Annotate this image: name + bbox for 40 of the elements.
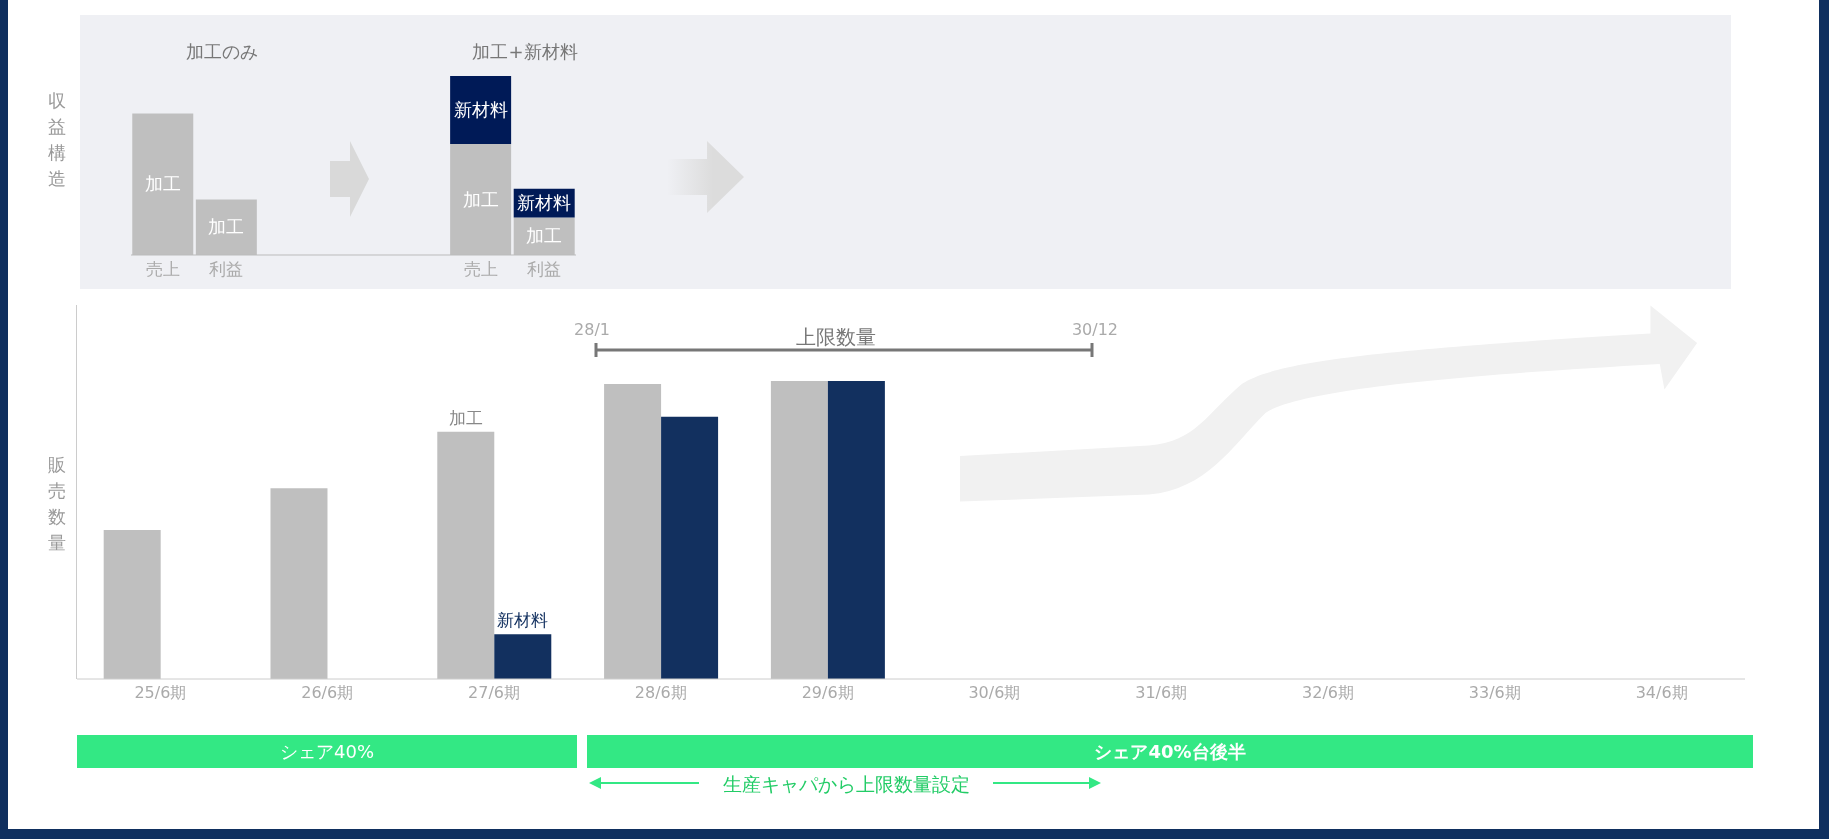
x-tick-label: 31/6期: [1135, 683, 1188, 703]
text: シェア40%台後半: [587, 735, 1753, 768]
text: 新材料: [453, 99, 508, 121]
text: 28/1: [573, 320, 611, 339]
bar: [494, 634, 552, 679]
text: シェア40%: [77, 735, 577, 768]
text: 加工: [208, 216, 245, 238]
x-tick-label: 利益: [527, 259, 562, 280]
x-tick-label: 25/6期: [134, 683, 187, 703]
x-tick-label: 34/6期: [1635, 683, 1688, 703]
text: 上限数量: [795, 324, 877, 351]
text: 加工+新材料: [471, 40, 579, 64]
series-label: 加工: [526, 225, 563, 247]
bar: [827, 381, 885, 679]
x-tick-label: 30/6期: [968, 683, 1021, 703]
x-tick-label: 29/6期: [801, 683, 854, 703]
bar: [103, 530, 161, 679]
y-axis-title: 収益構造: [48, 89, 67, 191]
x-tick-label: 26/6期: [301, 683, 354, 703]
bar: [661, 416, 719, 679]
x-tick-label: 利益: [209, 259, 244, 280]
bar: [770, 381, 828, 679]
x-tick-label: 28/6期: [634, 683, 687, 703]
text: 加工のみ: [185, 40, 259, 64]
text: 加工: [462, 188, 499, 210]
y-axis-title: 販売数量: [48, 453, 67, 555]
x-tick-label: 33/6期: [1468, 683, 1521, 703]
bar: [270, 488, 328, 679]
bar: [604, 383, 662, 679]
text: 生産キャパから上限数量設定: [721, 772, 971, 797]
x-tick-label: 27/6期: [468, 683, 520, 703]
text: 加工: [144, 173, 181, 195]
series-label: 新材料: [517, 192, 572, 214]
x-tick-label: 売上: [463, 259, 498, 280]
series-label: 加工: [448, 407, 483, 428]
series-label: 新材料: [497, 610, 549, 631]
text: 30/12: [1070, 320, 1120, 339]
bar: [437, 431, 495, 679]
x-tick-label: 売上: [145, 259, 180, 280]
x-tick-label: 32/6期: [1302, 683, 1354, 703]
